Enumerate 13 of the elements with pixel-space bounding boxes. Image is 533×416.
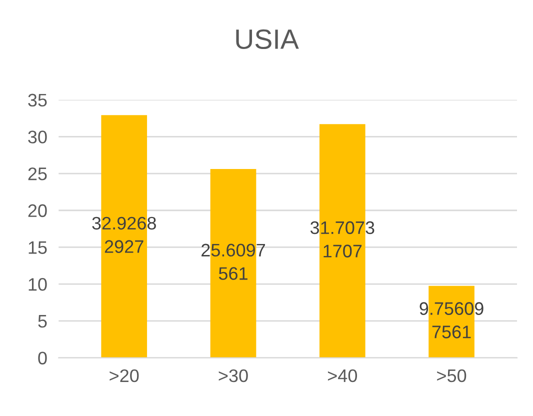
- y-tick-label: 5: [38, 315, 47, 328]
- y-tick-label: 15: [28, 241, 47, 254]
- x-tick-label: >20: [110, 369, 139, 382]
- y-tick-label: 25: [28, 167, 47, 180]
- chart-title: USIA: [236, 29, 299, 50]
- y-tick-label: 35: [28, 94, 47, 107]
- x-tick-label: >40: [328, 369, 357, 382]
- y-tick-label: 10: [28, 278, 47, 291]
- y-tick-label: 20: [28, 204, 47, 218]
- y-tick-label: 30: [28, 130, 47, 144]
- x-tick-label: >50: [437, 369, 466, 382]
- x-tick-label: >30: [218, 369, 248, 382]
- y-tick-label: 0: [38, 352, 47, 364]
